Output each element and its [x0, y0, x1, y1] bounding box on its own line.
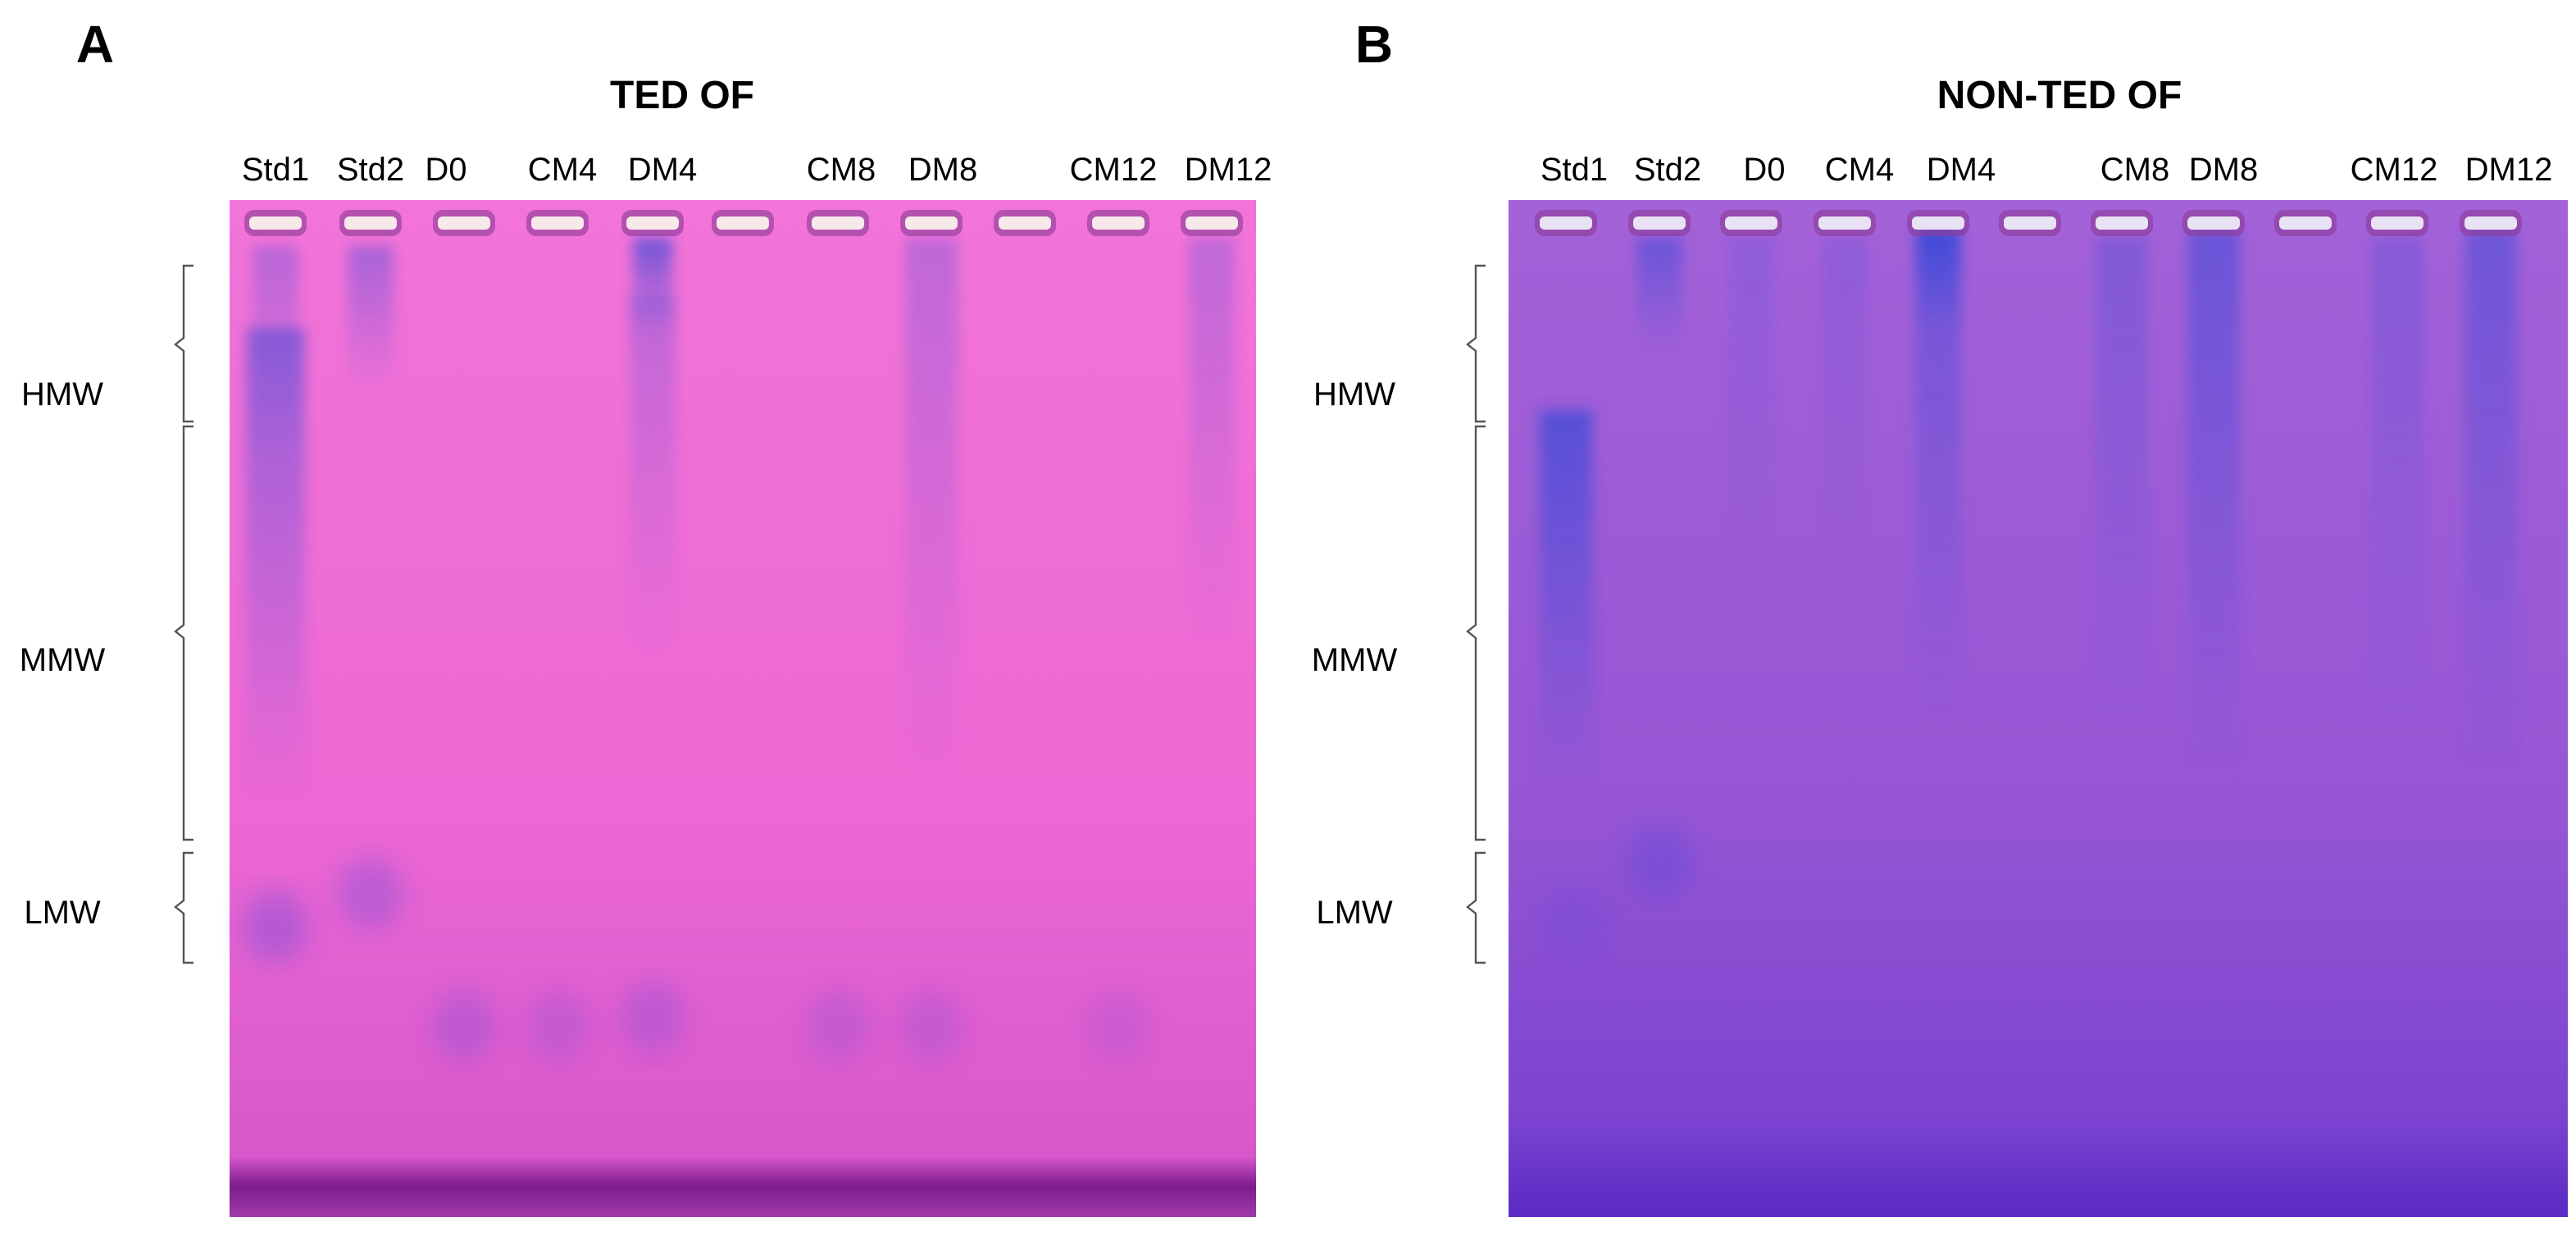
sample-smear: [1540, 410, 1592, 787]
sample-smear: [348, 246, 394, 394]
sample-smear: [1189, 238, 1235, 648]
marker-label: MMW: [20, 642, 106, 678]
well: [2371, 216, 2424, 230]
well: [438, 216, 490, 230]
sample-smear: [1822, 238, 1868, 566]
lane-label: CM8: [2100, 152, 2169, 188]
lane-label: CM4: [1825, 152, 1894, 188]
sample-smear: [1636, 238, 1682, 353]
lane-label: Std1: [242, 152, 309, 188]
sample-smear: [2096, 238, 2148, 730]
sample-smear: [2371, 238, 2424, 730]
well: [1912, 216, 1964, 230]
sample-spot: [1085, 989, 1151, 1061]
well: [1725, 216, 1777, 230]
lane-label: CM12: [1070, 152, 1158, 188]
well: [344, 216, 397, 230]
well: [2004, 216, 2056, 230]
lane-label: CM8: [807, 152, 876, 188]
marker-label: LMW: [24, 895, 101, 931]
lane-label: Std2: [337, 152, 404, 188]
marker-label: MMW: [1312, 642, 1398, 678]
sample-smear: [630, 295, 676, 656]
panel-letter: B: [1355, 15, 1393, 74]
lane-label: DM8: [2189, 152, 2258, 188]
marker-label: LMW: [1316, 895, 1393, 931]
panel-title: NON-TED OF: [1937, 74, 2182, 117]
well: [999, 216, 1051, 230]
sample-smear: [905, 238, 958, 779]
bracket: [1466, 851, 1486, 964]
sample-spot: [805, 989, 871, 1061]
lane-label: DM8: [908, 152, 977, 188]
well: [1633, 216, 1686, 230]
sample-smear: [2187, 230, 2240, 771]
sample-spot: [620, 981, 685, 1053]
well: [1818, 216, 1871, 230]
bracket: [1466, 425, 1486, 841]
well: [626, 216, 679, 230]
sample-smear: [2464, 230, 2517, 771]
sample-smear: [1728, 238, 1774, 566]
lane-label: CM12: [2351, 152, 2438, 188]
sample-spot: [1541, 882, 1607, 955]
well: [531, 216, 584, 230]
gel: [230, 200, 1256, 1217]
well: [2279, 216, 2332, 230]
sample-smear: [1915, 230, 1961, 722]
well: [2096, 216, 2148, 230]
lane-label: Std2: [1634, 152, 1701, 188]
sample-spot: [431, 989, 497, 1061]
bracket: [1466, 264, 1486, 423]
well: [717, 216, 769, 230]
well: [249, 216, 302, 230]
well: [1092, 216, 1145, 230]
sample-spot: [525, 989, 590, 1061]
lane-label: Std1: [1541, 152, 1608, 188]
well: [905, 216, 958, 230]
lane-label: D0: [1743, 152, 1785, 188]
panel-letter: A: [76, 15, 114, 74]
well: [2187, 216, 2240, 230]
panel-title: TED OF: [610, 74, 754, 117]
lane-label: DM12: [2465, 152, 2553, 188]
bracket: [174, 264, 193, 423]
bracket: [174, 425, 193, 841]
sample-smear: [253, 246, 298, 443]
bracket: [174, 851, 193, 964]
lane-label: DM12: [1185, 152, 1272, 188]
well: [1186, 216, 1238, 230]
sample-spot: [338, 858, 403, 930]
sample-spot: [1627, 825, 1692, 897]
sample-spot: [899, 989, 964, 1061]
sample-spot: [243, 891, 308, 963]
lane-label: CM4: [528, 152, 597, 188]
lane-label: DM4: [628, 152, 697, 188]
well: [812, 216, 864, 230]
lane-label: D0: [425, 152, 467, 188]
marker-label: HMW: [21, 376, 103, 412]
well: [1540, 216, 1592, 230]
well: [2464, 216, 2517, 230]
gel-panel: B NON-TED OF Std1 Std2 D0 CM4 DM4 CM8 DM8 CM12 DM1…: [1312, 15, 2568, 1217]
lane-label: DM4: [1927, 152, 1996, 188]
gel-panel: A TED OF Std1 Std2 D0 CM4 DM4 CM8 DM8 CM12 DM12 HMW…: [20, 15, 1272, 1217]
marker-label: HMW: [1313, 376, 1395, 412]
